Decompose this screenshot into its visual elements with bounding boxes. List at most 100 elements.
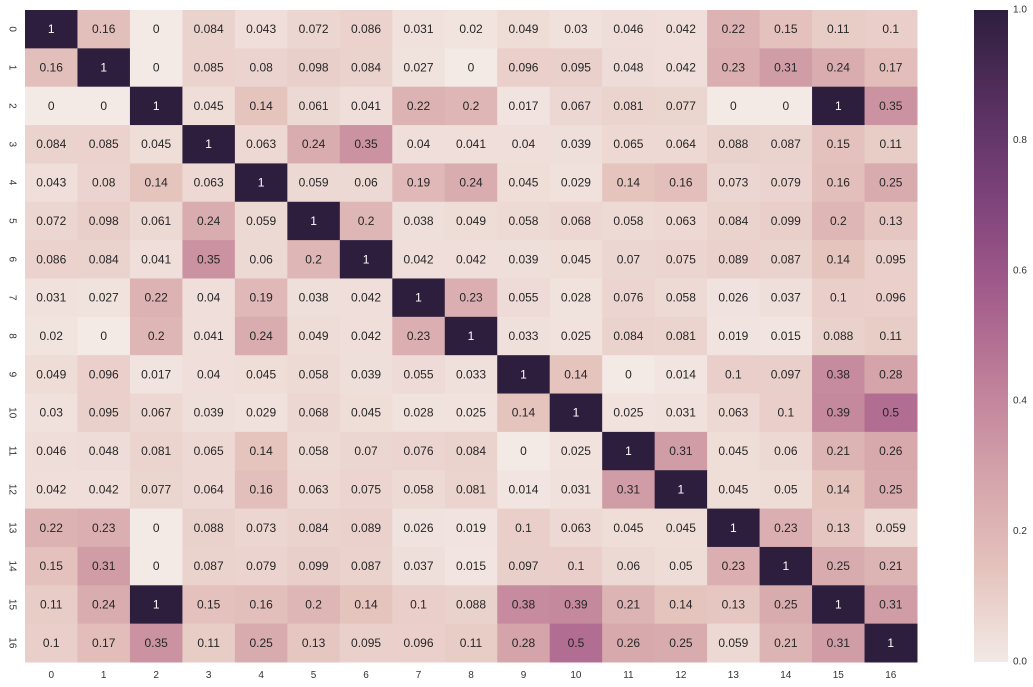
cell-annotation-4-14: 0.079	[771, 176, 801, 190]
heatmap-cell-12-0	[25, 470, 78, 510]
heatmap-cell-5-9	[497, 201, 551, 241]
cell-annotation-0-14: 0.15	[774, 22, 798, 36]
cell-annotation-12-7: 0.058	[404, 482, 434, 496]
heatmap-cell-9-16	[864, 355, 918, 395]
x-tick-label-11: 11	[623, 670, 634, 681]
cell-annotation-4-5: 0.059	[299, 176, 329, 190]
heatmap-cell-12-6	[339, 470, 393, 510]
heatmap-cell-11-12	[654, 431, 708, 471]
heatmap-cell-4-9	[497, 163, 551, 203]
cell-annotation-1-3: 0.085	[194, 61, 224, 75]
heatmap-cell-4-6	[339, 163, 393, 203]
heatmap-cell-0-11	[602, 10, 656, 49]
heatmap-cell-10-5	[287, 393, 341, 433]
heatmap-cell-0-15	[812, 10, 866, 49]
cell-annotation-15-0: 0.11	[40, 597, 63, 611]
cell-annotation-9-15: 0.38	[827, 367, 851, 381]
heatmap-cell-9-13	[707, 355, 761, 395]
cell-annotation-5-7: 0.038	[404, 214, 434, 228]
heatmap-cell-4-0	[25, 163, 78, 203]
heatmap-cell-10-10	[549, 393, 603, 433]
heatmap-cell-4-1	[77, 163, 131, 203]
heatmap-cell-3-13	[707, 125, 761, 164]
heatmap-cell-7-13	[707, 278, 761, 318]
cell-annotation-1-10: 0.095	[561, 61, 591, 75]
cell-annotation-5-15: 0.2	[830, 214, 847, 228]
heatmap-cell-12-14	[759, 470, 813, 510]
heatmap-cell-1-11	[602, 48, 656, 88]
heatmap-cell-7-2	[129, 278, 183, 318]
cell-annotation-8-14: 0.015	[771, 329, 801, 343]
cell-annotation-9-6: 0.039	[351, 367, 381, 381]
cell-annotation-7-4: 0.19	[249, 291, 273, 305]
heatmap-cell-10-15	[812, 393, 866, 433]
cell-annotation-16-11: 0.26	[617, 636, 641, 650]
cell-annotation-7-10: 0.028	[561, 291, 591, 305]
heatmap-cell-5-14	[759, 201, 813, 241]
cell-annotation-11-15: 0.21	[827, 444, 851, 458]
cell-annotation-13-3: 0.088	[194, 521, 224, 535]
cell-annotation-0-11: 0.046	[613, 22, 643, 36]
heatmap-cell-14-11	[602, 546, 656, 586]
heatmap-cell-13-0	[25, 508, 78, 548]
heatmap-cell-9-8	[444, 355, 498, 395]
heatmap-cell-14-16	[864, 546, 918, 586]
heatmap-cell-0-3	[182, 10, 236, 49]
cell-annotation-4-8: 0.24	[459, 176, 483, 190]
cell-annotation-9-9: 1	[520, 367, 527, 381]
cell-annotation-12-10: 0.031	[561, 482, 591, 496]
cell-annotation-11-8: 0.084	[456, 444, 486, 458]
heatmap-cell-14-7	[392, 546, 446, 586]
heatmap-cell-2-0	[25, 86, 78, 126]
x-tick-label-0: 0	[48, 670, 54, 681]
heatmap-cell-6-1	[77, 240, 131, 279]
heatmap-cell-12-13	[707, 470, 761, 510]
heatmap-cell-8-7	[392, 316, 446, 356]
heatmap-cell-13-1	[77, 508, 131, 548]
heatmap-cell-13-14	[759, 508, 813, 548]
heatmap-cell-13-3	[182, 508, 236, 548]
y-tick-label-4: 4	[7, 180, 18, 186]
cell-annotation-7-7: 1	[415, 291, 422, 305]
x-tick-label-9: 9	[521, 670, 527, 681]
heatmap-cell-3-8	[444, 125, 498, 164]
cell-annotation-16-13: 0.059	[718, 636, 748, 650]
cell-annotation-14-9: 0.097	[508, 559, 538, 573]
cell-annotation-6-3: 0.35	[197, 252, 221, 266]
cell-annotation-16-12: 0.25	[669, 636, 693, 650]
cell-annotation-1-16: 0.17	[879, 61, 903, 75]
heatmap-cell-3-10	[549, 125, 603, 164]
cell-annotation-9-12: 0.014	[666, 367, 696, 381]
heatmap-cell-16-16	[864, 623, 918, 663]
cell-annotation-12-14: 0.05	[774, 482, 798, 496]
cell-annotation-14-16: 0.21	[879, 559, 903, 573]
heatmap-cell-15-4	[234, 585, 288, 625]
cell-annotation-8-4: 0.24	[249, 329, 273, 343]
heatmap-cell-14-8	[444, 546, 498, 586]
cell-annotation-13-7: 0.026	[404, 521, 434, 535]
heatmap-cell-5-11	[602, 201, 656, 241]
heatmap-cell-3-4	[234, 125, 288, 164]
cell-annotation-15-13: 0.13	[722, 597, 746, 611]
cell-annotation-3-5: 0.24	[302, 137, 326, 151]
heatmap-cell-8-13	[707, 316, 761, 356]
heatmap-cell-2-12	[654, 86, 708, 126]
heatmap-cell-10-13	[707, 393, 761, 433]
heatmap-cell-1-13	[707, 48, 761, 88]
cell-annotation-6-6: 1	[363, 252, 370, 266]
cell-annotation-6-5: 0.2	[305, 252, 322, 266]
cell-annotation-2-4: 0.14	[249, 99, 273, 113]
cell-annotation-4-15: 0.16	[827, 176, 851, 190]
heatmap-cell-11-2	[129, 431, 183, 471]
heatmap-cell-15-1	[77, 585, 131, 625]
cell-annotation-5-5: 1	[310, 214, 317, 228]
heatmap-cell-8-1	[77, 316, 131, 356]
heatmap-cell-14-13	[707, 546, 761, 586]
heatmap-cell-0-7	[392, 10, 446, 49]
heatmap-cell-14-9	[497, 546, 551, 586]
cell-annotation-12-1: 0.042	[89, 482, 119, 496]
cell-annotation-2-10: 0.067	[561, 99, 591, 113]
heatmap-cell-7-12	[654, 278, 708, 318]
heatmap-cell-5-2	[129, 201, 183, 241]
heatmap-cell-5-13	[707, 201, 761, 241]
